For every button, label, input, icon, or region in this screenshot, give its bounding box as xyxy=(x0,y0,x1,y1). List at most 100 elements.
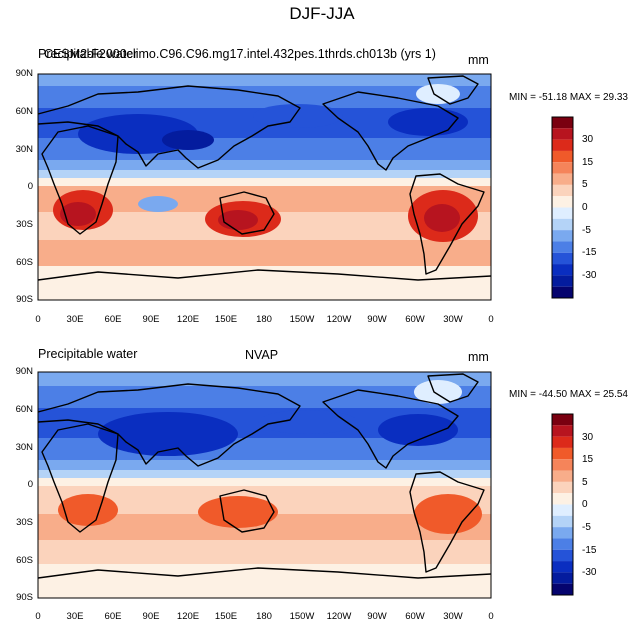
p2-xlabel-150w: 150W xyxy=(289,611,315,622)
coast-australia xyxy=(219,191,275,235)
colorbar-box xyxy=(552,459,573,471)
colorbar-box xyxy=(552,538,573,550)
colorbar-box xyxy=(552,264,573,276)
p2-cb-label-0: 0 xyxy=(582,499,588,510)
colorbar-box xyxy=(552,527,573,539)
band-south-mid xyxy=(38,240,491,266)
panel-2-min-value: -44.50 xyxy=(538,389,568,400)
figure-title: DJF-JJA xyxy=(289,4,355,23)
p1-xlabel-90w: 90W xyxy=(367,314,387,325)
panel-2-map xyxy=(37,371,492,599)
colorbar-box xyxy=(552,549,573,562)
p1-cb-label-0: 0 xyxy=(582,202,588,213)
p1-cb-label-m5: -5 xyxy=(582,225,591,236)
colorbar-box xyxy=(552,207,573,219)
p2-ylabel-30s: 30S xyxy=(16,517,33,528)
colorbar-box xyxy=(552,230,573,242)
colorbar-box xyxy=(552,184,573,197)
coast-greenland xyxy=(427,373,479,403)
colorbar-box xyxy=(552,425,573,437)
p1-ylabel-30s: 30S xyxy=(16,219,33,230)
colorbar-box xyxy=(552,414,573,426)
p1-xlabel-120e: 120E xyxy=(176,314,200,325)
p2-cb-label-m5: -5 xyxy=(582,522,591,533)
panel-2-left-label: Precipitable water xyxy=(38,347,138,361)
colorbar-box xyxy=(552,117,573,129)
p2-ylabel-30n: 30N xyxy=(15,442,33,453)
p1-ylabel-0: 0 xyxy=(27,181,33,192)
p2-ylabel-60s: 60S xyxy=(16,555,33,566)
p1-xlabel-0: 0 xyxy=(35,314,41,325)
colorbar-box xyxy=(552,583,573,595)
colorbar-box xyxy=(552,139,573,151)
band-north-high xyxy=(38,86,491,108)
p1-xlabel-60e: 60E xyxy=(104,314,122,325)
p1-ylabel-90s: 90S xyxy=(16,294,33,305)
p1-ylabel-60s: 60S xyxy=(16,257,33,268)
band-equator xyxy=(38,478,491,486)
p1-xlabel-90e: 90E xyxy=(142,314,160,325)
p2-xlabel-90e: 90E xyxy=(142,611,160,622)
colorbar-box xyxy=(552,252,573,265)
blob-pacific-n xyxy=(253,104,343,128)
colorbar-box xyxy=(552,561,573,573)
blob-tibet xyxy=(162,130,214,150)
p2-xlabel-60w: 60W xyxy=(405,611,425,622)
panel-2-min-label: MIN = xyxy=(509,389,539,400)
colorbar-box xyxy=(552,572,573,584)
panel-2-frame xyxy=(37,371,492,599)
p2-cb-label-30: 30 xyxy=(582,432,594,443)
band-south-mid xyxy=(38,540,491,564)
panel-1-minmax: MIN = -51.18 MAX = 29.33 xyxy=(509,92,628,103)
colorbar-box xyxy=(552,241,573,253)
panel-1-max-label: MAX = xyxy=(569,92,603,103)
band-arctic xyxy=(38,74,491,86)
colorbar-box xyxy=(552,515,573,528)
p1-xlabel-150e: 150E xyxy=(214,314,238,325)
colorbar-box xyxy=(552,436,573,448)
colorbar-box xyxy=(552,218,573,231)
coast-namerica xyxy=(322,91,459,171)
p2-xlabel-180: 180 xyxy=(256,611,272,622)
p2-xlabel-90w: 90W xyxy=(367,611,387,622)
p2-cb-label-15: 15 xyxy=(582,454,594,465)
p2-xlabel-120e: 120E xyxy=(176,611,200,622)
coast-samerica xyxy=(409,173,485,275)
colorbar-box xyxy=(552,196,573,208)
p1-ylabel-90n: 90N xyxy=(15,68,33,79)
blob-greenland xyxy=(416,84,460,104)
p2-xlabel-30e: 30E xyxy=(66,611,84,622)
band-north-tropic xyxy=(38,160,491,170)
colorbar-box xyxy=(552,447,573,460)
blob-greenland xyxy=(414,380,462,404)
coast-samerica xyxy=(409,471,485,573)
p2-xlabel-0-end: 0 xyxy=(488,611,494,622)
p1-xlabel-30w: 30W xyxy=(443,314,463,325)
p1-xlabel-0-end: 0 xyxy=(488,314,494,325)
panel-1-units: mm xyxy=(468,53,489,67)
panel-2-colorbar xyxy=(551,413,574,596)
colorbar-box xyxy=(552,128,573,140)
coast-eurasia xyxy=(37,383,301,467)
blob-namerica xyxy=(388,108,468,136)
p2-ylabel-90n: 90N xyxy=(15,366,33,377)
panel-1-colorbar xyxy=(551,116,574,299)
p1-xlabel-120w: 120W xyxy=(326,314,352,325)
p2-xlabel-30w: 30W xyxy=(443,611,463,622)
p1-xlabel-60w: 60W xyxy=(405,314,425,325)
colorbar-box xyxy=(552,162,573,174)
panel-1-max-value: 29.33 xyxy=(602,92,628,103)
blob-samerica2 xyxy=(424,204,460,232)
colorbar-box xyxy=(552,150,573,163)
coast-africa xyxy=(41,125,119,235)
band-south-high xyxy=(38,564,491,598)
blob-indian-ocean xyxy=(138,196,178,212)
p2-xlabel-150e: 150E xyxy=(214,611,238,622)
blob-namerica xyxy=(378,414,458,446)
p2-xlabel-0: 0 xyxy=(35,611,41,622)
p2-ylabel-0: 0 xyxy=(27,479,33,490)
colorbar-box xyxy=(552,493,573,505)
p2-cb-label-5: 5 xyxy=(582,477,588,488)
band-arctic xyxy=(38,372,491,386)
colorbar-box xyxy=(552,481,573,494)
